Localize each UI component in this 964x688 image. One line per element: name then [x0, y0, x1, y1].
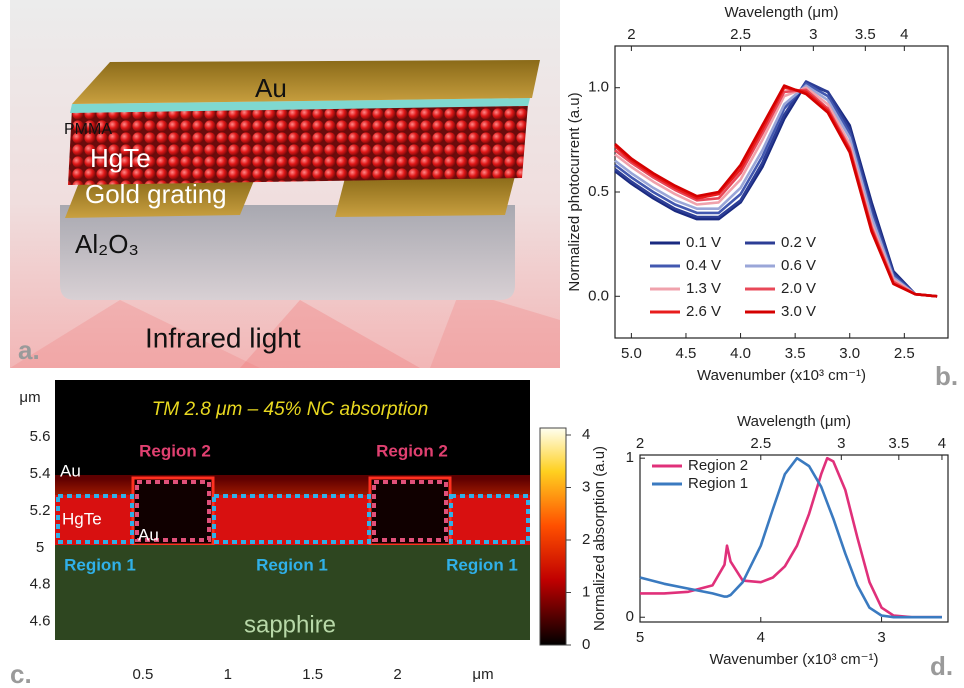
y-tick-label: 4.6	[30, 613, 51, 630]
label: Au	[138, 525, 159, 544]
legend-label: 3.0 V	[781, 303, 816, 320]
colorbar-label: 0	[582, 636, 590, 653]
panel-label: b.	[935, 361, 958, 391]
x-tick-label: 0.5	[132, 666, 153, 683]
label: sapphire	[244, 611, 336, 638]
series-line	[640, 458, 942, 617]
x-tick-label: 4.0	[730, 345, 751, 362]
plot-frame	[640, 455, 948, 622]
y-tick-label: 0.0	[588, 287, 609, 304]
panel-label: d.	[930, 651, 953, 681]
colorbar-label: 2	[582, 531, 590, 548]
hgte-field	[55, 495, 530, 545]
label: Region 1	[256, 555, 328, 574]
x-tick-label: 5	[636, 629, 644, 646]
x-tick-label: 2	[393, 666, 401, 683]
x2-axis-title: Wavelength (μm)	[725, 4, 839, 21]
legend-label: Region 1	[688, 475, 748, 492]
label: Au	[255, 73, 287, 103]
legend-label: 0.6 V	[781, 257, 816, 274]
panel-label: a.	[18, 335, 40, 365]
x-axis-title: Wavenumber (x10³ cm⁻¹)	[709, 651, 878, 668]
legend-label: Region 2	[688, 457, 748, 474]
y-tick-label: 1	[626, 449, 634, 466]
x-tick-label: 5.0	[621, 345, 642, 362]
series-line	[640, 458, 942, 617]
axis-unit: μm	[19, 389, 40, 406]
x2-tick-label: 3	[809, 26, 817, 43]
y-axis-title: Normalized photocurrent (a.u)	[566, 92, 583, 291]
axis-unit: μm	[472, 666, 493, 683]
legend-label: 0.1 V	[686, 234, 721, 251]
legend-label: 0.2 V	[781, 234, 816, 251]
colorbar-label: 4	[582, 426, 590, 443]
colorbar	[540, 428, 566, 645]
x2-tick-label: 3.5	[855, 26, 876, 43]
y-tick-label: 5.6	[30, 428, 51, 445]
x2-tick-label: 2.5	[750, 435, 771, 452]
top-electrode	[72, 60, 540, 104]
field-map: TM 2.8 μm – 45% NC absorption Region 2 R…	[10, 380, 566, 688]
field-background	[55, 380, 530, 475]
x-tick-label: 3.5	[785, 345, 806, 362]
label: Infrared light	[145, 322, 301, 353]
x2-tick-label: 4	[938, 435, 946, 452]
x2-axis-title: Wavelength (μm)	[737, 413, 851, 430]
label: HgTe	[62, 509, 102, 528]
label: Region 1	[446, 555, 518, 574]
x-tick-label: 4.5	[676, 345, 697, 362]
x-tick-label: 1.5	[302, 666, 323, 683]
x-tick-label: 3	[877, 629, 885, 646]
x2-tick-label: 3.5	[888, 435, 909, 452]
y-tick-label: 5.4	[30, 465, 51, 482]
y-tick-label: 5.2	[30, 502, 51, 519]
label: Region 1	[64, 555, 136, 574]
label: Al₂O₃	[75, 229, 139, 259]
y-tick-label: 4.8	[30, 576, 51, 593]
label: HgTe	[90, 143, 151, 173]
colorbar-label: 1	[582, 583, 590, 600]
x2-tick-label: 2	[636, 435, 644, 452]
illustration: Au PMMA HgTe Gold grating Al₂O₃ Infrared…	[10, 0, 560, 368]
legend-label: 0.4 V	[686, 257, 721, 274]
label: Region 2	[376, 441, 448, 460]
gold-block	[370, 478, 450, 545]
label: Gold grating	[85, 179, 227, 209]
y-tick-label: 5	[36, 539, 44, 556]
figure: Au PMMA HgTe Gold grating Al₂O₃ Infrared…	[0, 0, 964, 688]
map-title: TM 2.8 μm – 45% NC absorption	[152, 399, 429, 420]
y-axis-title: Normalized absorption (a.u)	[591, 446, 608, 631]
x2-tick-label: 2.5	[730, 26, 751, 43]
x-tick-label: 1	[224, 666, 232, 683]
x2-tick-label: 2	[627, 26, 635, 43]
x-axis-title: Wavenumber (x10³ cm⁻¹)	[697, 367, 866, 384]
legend-label: 1.3 V	[686, 280, 721, 297]
colorbar-label: 3	[582, 478, 590, 495]
x-tick-label: 3.0	[839, 345, 860, 362]
y-tick-label: 1.0	[588, 79, 609, 96]
grating-bar	[335, 176, 515, 217]
x-tick-label: 4	[757, 629, 765, 646]
label: Region 2	[139, 441, 211, 460]
label: Au	[60, 461, 81, 480]
panel-label: c.	[10, 659, 32, 688]
x-tick-label: 2.5	[894, 345, 915, 362]
x2-tick-label: 4	[900, 26, 908, 43]
legend-label: 2.0 V	[781, 280, 816, 297]
label: PMMA	[64, 121, 112, 138]
legend-label: 2.6 V	[686, 303, 721, 320]
y-tick-label: 0	[626, 608, 634, 625]
x2-tick-label: 3	[837, 435, 845, 452]
y-tick-label: 0.5	[588, 183, 609, 200]
